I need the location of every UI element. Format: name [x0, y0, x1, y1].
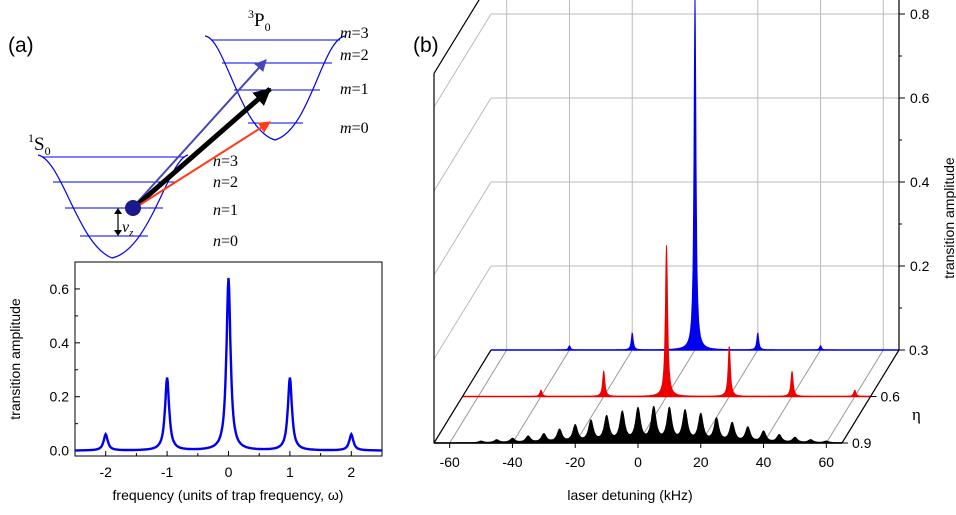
waterfall-eta-ticks: 0.3 0.6 0.9	[842, 342, 929, 451]
panel-b-waterfall-plot: (b) 0.2 0.4 0.6 0.8 -60 -40 -20 0 20 40 60 0.3 0.6…	[413, 0, 956, 503]
y-tick-label: 0.2	[50, 389, 70, 405]
panel-a-label: (a)	[8, 34, 34, 57]
frame-line	[433, 0, 480, 74]
y-tick-label: 0.4	[50, 335, 70, 351]
x-tick-label: -20	[565, 454, 585, 470]
waterfall-z-ticks: 0.2 0.4 0.6 0.8	[899, 6, 930, 309]
panel-b-label: (b)	[413, 34, 439, 57]
plot-a-x-ticks: -2 -1 0 1 2	[74, 451, 383, 480]
x-tick-label: 0	[225, 464, 233, 480]
lower-level-label: n=0	[213, 233, 238, 250]
transition-arrow-red	[137, 121, 272, 207]
arrow-head-down-icon	[114, 230, 122, 236]
waterfall-series-area	[433, 405, 843, 444]
x-tick-label: 0	[634, 454, 642, 470]
upper-level-label: m=1	[340, 81, 369, 98]
z-tick-label: 0.6	[910, 90, 930, 106]
x-tick-label: -60	[440, 454, 460, 470]
arrow-head-up-icon	[114, 208, 122, 214]
side-grid-line	[433, 97, 492, 192]
z-tick-label: 0.2	[910, 258, 930, 274]
waterfall-x-ticks: -60 -40 -20 0 20 40 60	[440, 443, 835, 470]
upper-level-label: m=2	[340, 47, 369, 64]
y-tick-label: 0.6	[50, 281, 70, 297]
eta-tick-label: 0.3	[909, 342, 929, 358]
x-tick-label: -40	[502, 454, 522, 470]
side-grid-line	[433, 181, 492, 276]
panel-a-diagram: (a) 1S0 3P0 m=3 m=2 m=1 m=0 n=3 n=2 n=1 …	[8, 7, 369, 259]
frame-line	[433, 349, 492, 444]
y-tick-label: 0.0	[50, 443, 70, 459]
eta-tick-label: 0.9	[852, 435, 872, 451]
state-3p0-label: 3P0	[248, 7, 271, 34]
x-tick-label: 2	[347, 464, 355, 480]
x-tick-label: 1	[286, 464, 294, 480]
trap-frequency-arrow: νz	[114, 208, 134, 239]
waterfall-z-axis-label: transition amplitude	[941, 157, 956, 279]
lower-level-label: n=2	[213, 174, 238, 191]
plot-a-x-axis-label: frequency (units of trap frequency, ω)	[113, 487, 344, 503]
z-tick-label: 0.4	[910, 174, 930, 190]
side-grid-line	[433, 13, 492, 108]
upper-level-label: m=0	[340, 120, 369, 137]
waterfall-eta-axis-label: η	[912, 405, 921, 424]
panel-a-spectrum-plot: 0.0 0.2 0.4 0.6 -2 -1 0 1 2 transition amplitud…	[7, 261, 383, 503]
x-tick-label: 40	[756, 454, 772, 470]
upper-level-label: m=3	[340, 25, 369, 42]
state-1s0-label: 1S0	[28, 131, 51, 158]
lower-level-labels: n=3 n=2 n=1 n=0	[213, 153, 238, 250]
waterfall-x-axis-label: laser detuning (kHz)	[567, 487, 692, 503]
x-tick-label: -2	[99, 464, 112, 480]
z-tick-label: 0.8	[910, 6, 930, 22]
x-tick-label: 60	[819, 454, 835, 470]
plot-a-y-ticks: 0.0 0.2 0.4 0.6	[50, 261, 80, 459]
x-tick-label: 20	[693, 454, 709, 470]
atom-dot	[125, 200, 141, 216]
nu-z-label: νz	[122, 219, 134, 239]
side-grid-line	[433, 265, 492, 360]
waterfall-series-area	[462, 245, 871, 397]
lower-level-label: n=1	[213, 202, 238, 219]
spectrum-curve	[75, 277, 382, 452]
waterfall-series-area	[491, 0, 899, 351]
waterfall-series	[433, 0, 899, 444]
transition-arrow-black	[134, 87, 272, 208]
lower-level-label: n=3	[213, 153, 238, 170]
plot-a-y-axis-label: transition amplitude	[7, 298, 23, 420]
x-tick-label: -1	[161, 464, 174, 480]
upper-level-labels: m=3 m=2 m=1 m=0	[340, 25, 369, 137]
upper-potential-well	[204, 35, 346, 141]
transition-arrow-blue	[133, 59, 267, 207]
eta-tick-label: 0.6	[881, 389, 901, 405]
